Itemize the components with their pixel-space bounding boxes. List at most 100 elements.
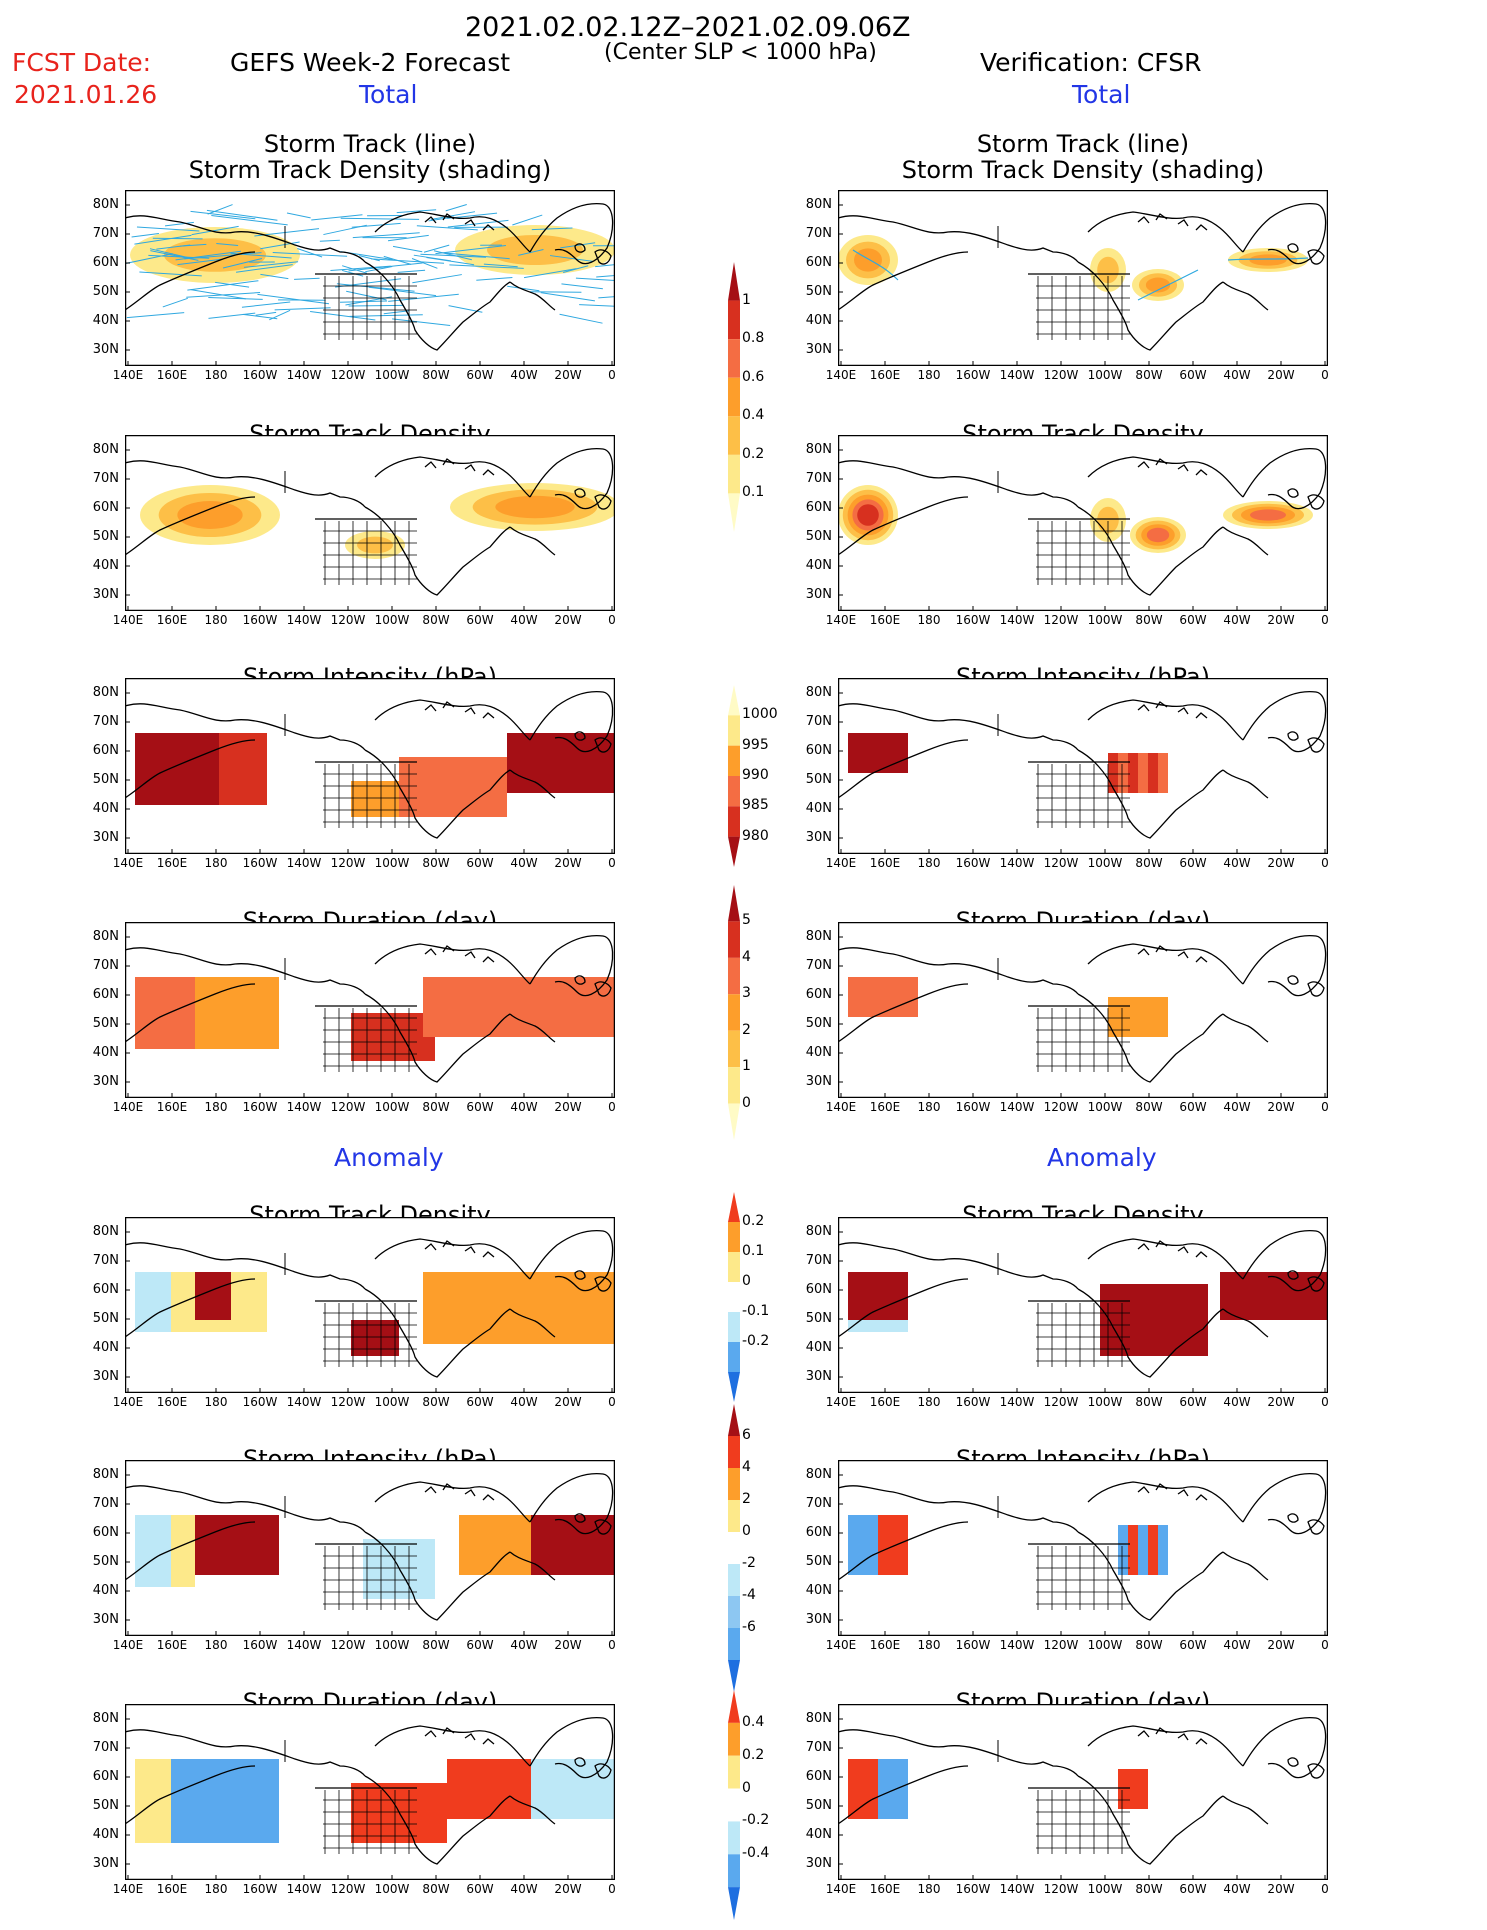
lon-label: 100W (1088, 613, 1123, 627)
lon-label: 140E (826, 1100, 857, 1114)
lon-label: 180 (205, 1638, 228, 1652)
state-grid (323, 276, 417, 340)
lat-label: 70N (85, 471, 119, 486)
lon-label: 120W (1044, 1882, 1079, 1896)
lon-label: 160W (956, 856, 991, 870)
lon-label: 160W (956, 1638, 991, 1652)
lon-label: 80W (422, 368, 449, 382)
lat-label: 40N (798, 1340, 832, 1355)
lon-label: 20W (554, 856, 581, 870)
lat-label: 80N (798, 1711, 832, 1726)
lat-label: 50N (85, 529, 119, 544)
lon-label: 80W (1135, 856, 1162, 870)
colorbar-duration (718, 875, 788, 1150)
lat-label: 50N (85, 772, 119, 787)
colorbar-label: 0.2 (742, 1213, 764, 1229)
lon-label: 0 (1321, 368, 1329, 382)
map-plot (125, 190, 615, 366)
colorbar-label: 995 (742, 737, 769, 753)
colorbar-label: 0.1 (742, 484, 764, 500)
lon-label: 160E (870, 1395, 901, 1409)
fcst-date: 2021.01.26 (14, 80, 157, 109)
lon-label: 100W (375, 1638, 410, 1652)
colorbar-label: 4 (742, 949, 751, 965)
lon-label: 0 (608, 1638, 616, 1652)
lon-label: 120W (1044, 613, 1079, 627)
colorbar-intensity-anom (718, 1394, 788, 1702)
lat-label: 80N (85, 685, 119, 700)
lon-label: 20W (1267, 613, 1294, 627)
lat-label: 80N (85, 1224, 119, 1239)
lat-label: 50N (85, 1798, 119, 1813)
lon-label: 160E (157, 1100, 188, 1114)
lon-label: 160E (157, 368, 188, 382)
colorbar-label: 0 (742, 1273, 751, 1289)
map-plot (838, 922, 1328, 1098)
coastline (838, 692, 1326, 838)
lat-label: 50N (85, 284, 119, 299)
lon-label: 160E (157, 1882, 188, 1896)
lat-label: 60N (798, 500, 832, 515)
lon-label: 100W (1088, 1638, 1123, 1652)
lon-label: 60W (1179, 613, 1206, 627)
lon-label: 20W (554, 1882, 581, 1896)
shading (140, 483, 615, 559)
section-total-right: Total (1072, 80, 1130, 109)
lon-label: 140W (1000, 856, 1035, 870)
lat-label: 70N (798, 1496, 832, 1511)
lon-label: 140W (1000, 1100, 1035, 1114)
lon-label: 160W (243, 1882, 278, 1896)
colorbar-label: -2 (742, 1555, 756, 1571)
lon-label: 100W (375, 1395, 410, 1409)
lon-label: 180 (205, 613, 228, 627)
lon-label: 180 (918, 1100, 941, 1114)
lat-label: 50N (85, 1554, 119, 1569)
lon-label: 0 (1321, 856, 1329, 870)
panel-title: Storm Track (line) (125, 130, 615, 158)
lon-label: 160E (870, 368, 901, 382)
lat-label: 30N (798, 1074, 832, 1089)
lon-label: 0 (608, 856, 616, 870)
lat-label: 70N (798, 226, 832, 241)
colorbar-label: 4 (742, 1459, 751, 1475)
lon-label: 140E (113, 368, 144, 382)
lat-label: 60N (85, 255, 119, 270)
lon-label: 40W (510, 1100, 537, 1114)
lat-label: 60N (85, 500, 119, 515)
lat-label: 40N (85, 1583, 119, 1598)
coastline (838, 1718, 1326, 1864)
colorbar-label: 0.4 (742, 407, 764, 423)
lat-label: 40N (798, 1827, 832, 1842)
lon-label: 40W (510, 1882, 537, 1896)
panel-subtitle: Storm Track Density (shading) (838, 156, 1328, 184)
colorbar-label: -0.1 (742, 1303, 769, 1319)
state-grid (1036, 1790, 1130, 1854)
lon-label: 0 (608, 1100, 616, 1114)
fcst-label: FCST Date: (12, 48, 151, 77)
lon-label: 140E (826, 1395, 857, 1409)
colorbar-label: 0 (742, 1780, 751, 1796)
lon-label: 0 (1321, 1638, 1329, 1652)
lat-label: 80N (85, 1467, 119, 1482)
lon-label: 40W (510, 368, 537, 382)
lon-label: 100W (375, 613, 410, 627)
lon-label: 140E (113, 1395, 144, 1409)
lat-label: 50N (798, 772, 832, 787)
lon-label: 120W (331, 856, 366, 870)
panel-subtitle: Storm Track Density (shading) (125, 156, 615, 184)
lat-label: 50N (798, 529, 832, 544)
lon-label: 120W (331, 1395, 366, 1409)
map-plot (125, 678, 615, 854)
lon-label: 180 (918, 613, 941, 627)
lat-label: 50N (85, 1016, 119, 1031)
colorbar-label: 990 (742, 767, 769, 783)
lon-label: 120W (331, 1638, 366, 1652)
lon-label: 160E (870, 613, 901, 627)
lon-label: 160W (243, 1395, 278, 1409)
lon-label: 180 (205, 1100, 228, 1114)
colorbar-label: -0.4 (742, 1845, 769, 1861)
lon-label: 60W (1179, 368, 1206, 382)
lon-label: 100W (1088, 1100, 1123, 1114)
lon-label: 0 (608, 368, 616, 382)
lat-label: 30N (798, 587, 832, 602)
